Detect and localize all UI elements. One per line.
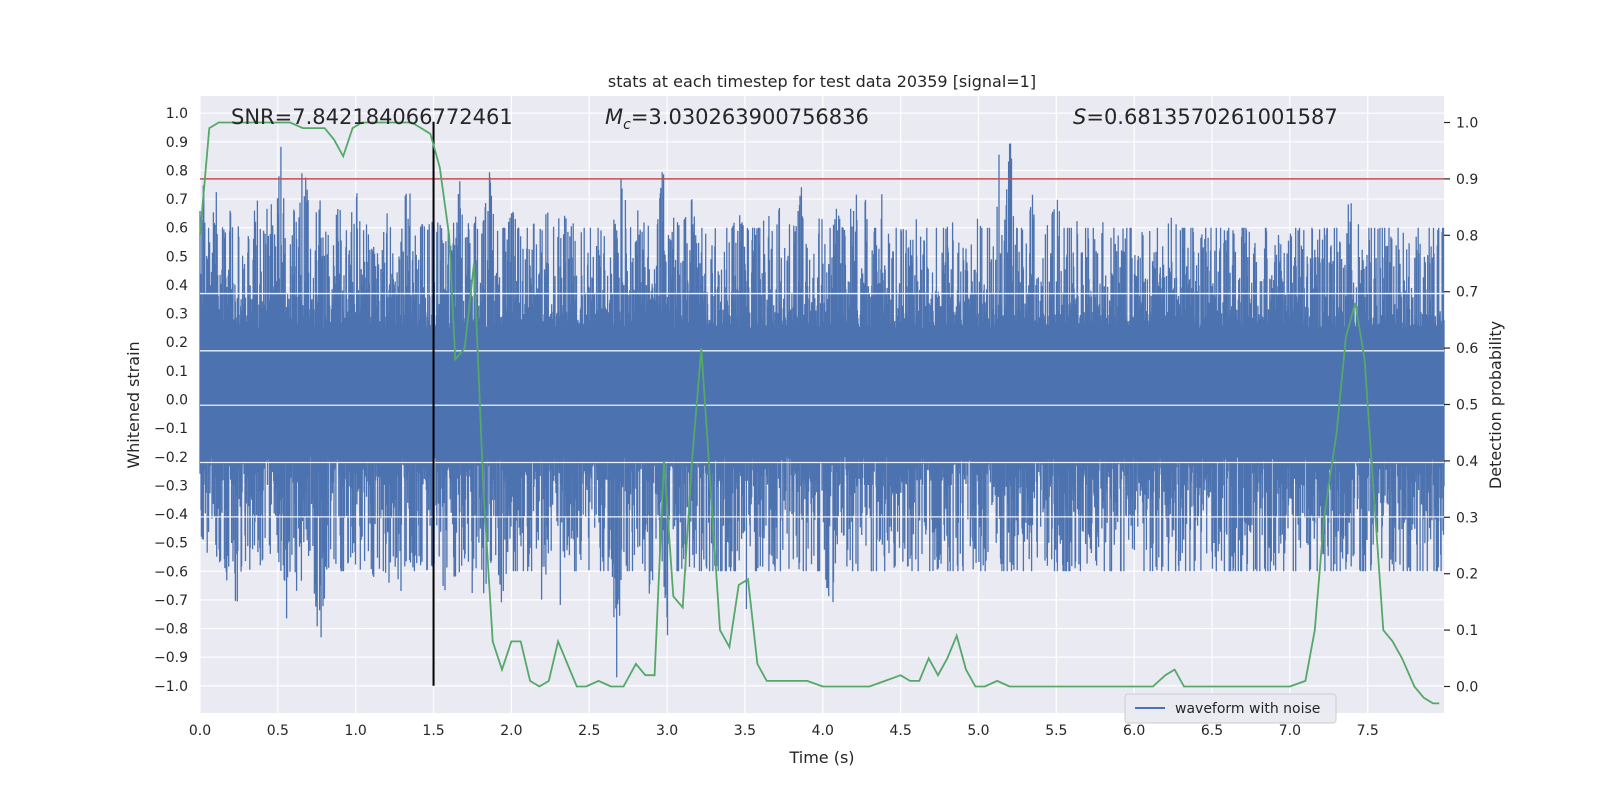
chart-title: stats at each timestep for test data 203… <box>608 72 1036 91</box>
y-tick-label-7: −0.3 <box>154 478 188 494</box>
y-tick-label-2: −0.8 <box>154 622 188 638</box>
x-tick-label-5: 2.5 <box>578 723 600 739</box>
y-tick-label-9: −0.1 <box>154 421 188 437</box>
x-tick-label-12: 6.0 <box>1123 723 1145 739</box>
y-tick-label-1: −0.9 <box>154 650 188 666</box>
y-tick-label-19: 0.9 <box>166 135 188 151</box>
y2-tick-label-8: 0.8 <box>1456 228 1478 244</box>
y2-axis-label: Detection probability <box>1486 321 1505 489</box>
y2-tick-label-3: 0.3 <box>1456 510 1478 526</box>
axis-ticks: 0.0 0.5 1.0 1.5 2.0 2.5 3.0 3.5 4.0 4.5 5.0 5.5 6.0 6… <box>154 106 1478 739</box>
x-tick-label-11: 5.5 <box>1045 723 1067 739</box>
y-tick-label-6: −0.4 <box>154 507 188 523</box>
x-tick-label-7: 3.5 <box>734 723 756 739</box>
y2-tick-label-7: 0.7 <box>1456 285 1478 301</box>
y-tick-label-13: 0.3 <box>166 307 188 323</box>
y-tick-label-14: 0.4 <box>166 278 188 294</box>
y-axis-label: Whitened strain <box>124 341 143 468</box>
y-tick-label-17: 0.7 <box>166 192 188 208</box>
x-tick-label-8: 4.0 <box>812 723 834 739</box>
y-tick-label-20: 1.0 <box>166 106 188 122</box>
y2-tick-label-4: 0.4 <box>1456 454 1478 470</box>
x-tick-label-3: 1.5 <box>422 723 444 739</box>
waveform-spikes <box>199 143 1445 678</box>
y2-tick-label-9: 0.9 <box>1456 172 1478 188</box>
y-tick-label-12: 0.2 <box>166 335 188 351</box>
x-tick-label-4: 2.0 <box>500 723 522 739</box>
legend-box <box>1124 693 1337 724</box>
y2-tick-label-1: 0.1 <box>1456 623 1478 639</box>
x-tick-label-15: 7.5 <box>1357 723 1379 739</box>
y2-tick-label-0: 0.0 <box>1456 679 1478 695</box>
y-tick-label-4: −0.6 <box>154 564 188 580</box>
y2-tick-label-2: 0.2 <box>1456 567 1478 583</box>
y2-tick-label-10: 1.0 <box>1456 116 1478 132</box>
x-tick-label-9: 4.5 <box>889 723 911 739</box>
y-tick-label-10: 0.0 <box>166 392 188 408</box>
snr-annotation: SNR=7.842184066772461 <box>231 105 513 129</box>
y2-tick-label-5: 0.5 <box>1456 398 1478 414</box>
y-tick-label-18: 0.8 <box>166 163 188 179</box>
x-tick-label-13: 6.5 <box>1201 723 1223 739</box>
x-tick-label-0: 0.0 <box>189 723 211 739</box>
y-tick-label-16: 0.6 <box>166 221 188 237</box>
detection-probability-line <box>199 121 1440 705</box>
y-tick-label-11: 0.1 <box>166 364 188 380</box>
y-tick-label-15: 0.5 <box>166 249 188 265</box>
mc-annotation: Mc=3.030263900756836 <box>605 105 869 133</box>
legend: waveform with noise <box>1124 693 1337 724</box>
y-tick-label-8: −0.2 <box>154 450 188 466</box>
x-tick-label-2: 1.0 <box>345 723 367 739</box>
legend-label-waveform: waveform with noise <box>1175 701 1320 717</box>
x-tick-label-6: 3.0 <box>656 723 678 739</box>
x-tick-label-1: 0.5 <box>267 723 289 739</box>
s-annotation: S=0.6813570261001587 <box>1073 105 1338 129</box>
y-tick-label-3: −0.7 <box>154 593 188 609</box>
x-tick-label-10: 5.0 <box>967 723 989 739</box>
y-tick-label-5: −0.5 <box>154 536 188 552</box>
y-tick-label-0: −1.0 <box>154 679 188 695</box>
x-axis-label: Time (s) <box>788 748 854 767</box>
y2-tick-label-6: 0.6 <box>1456 341 1478 357</box>
waveform-with-noise-series <box>199 143 1445 678</box>
x-tick-label-14: 7.0 <box>1279 723 1301 739</box>
